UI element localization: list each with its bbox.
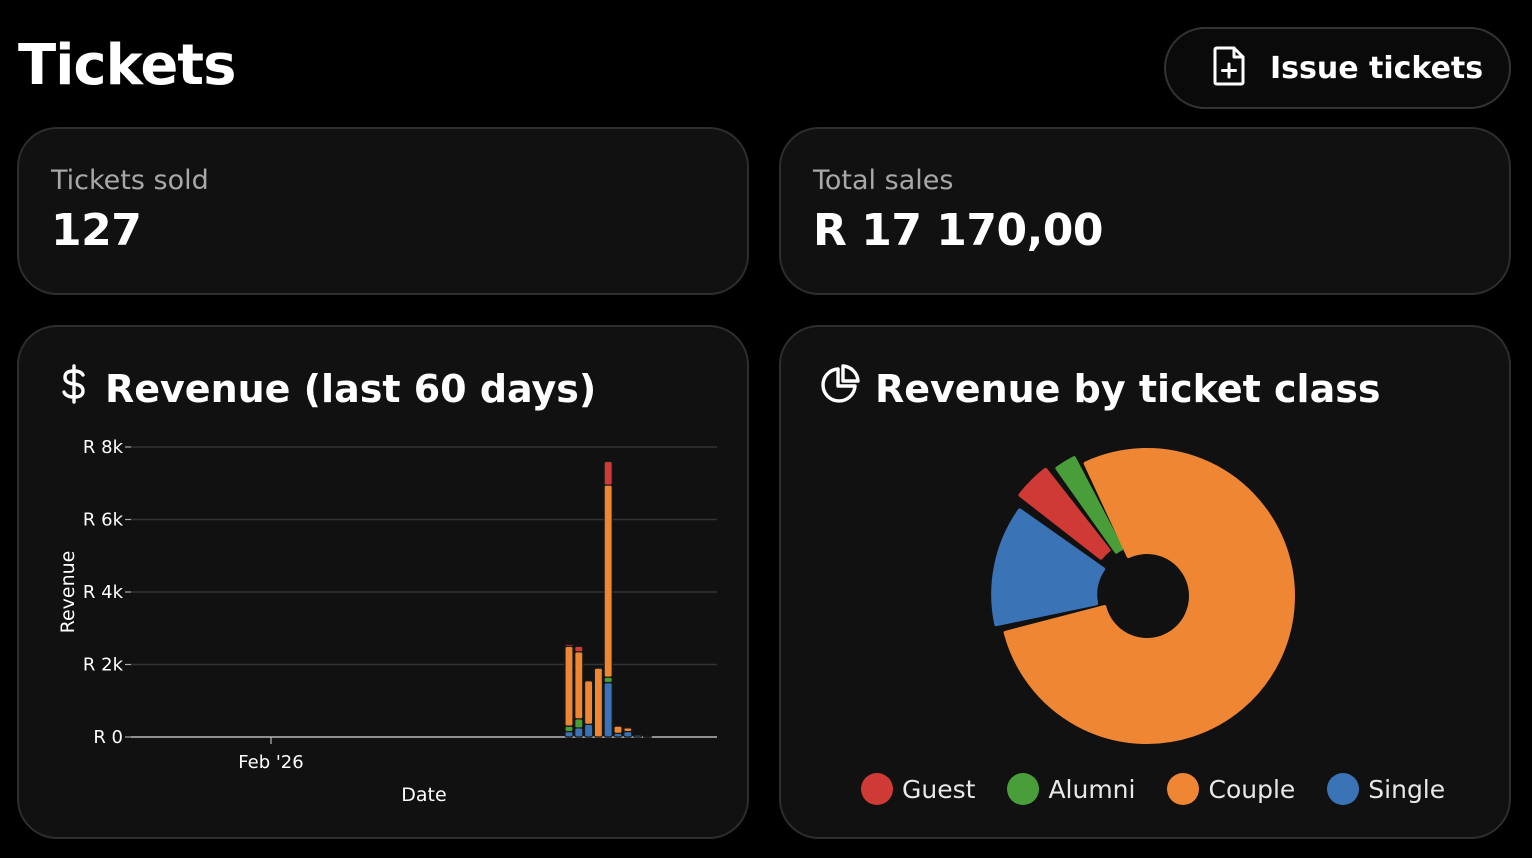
bar-segment-alumni [603, 676, 613, 684]
pie-slice-couple [1003, 448, 1295, 744]
revenue-chart-title: Revenue (last 60 days) [105, 366, 597, 411]
file-plus-icon [1212, 44, 1248, 92]
bar-segment-single [583, 723, 594, 738]
legend-swatch-couple [1167, 773, 1200, 805]
legend-swatch-alumni [1007, 773, 1040, 805]
total-sales-card: Total sales R 17 170,00 [779, 127, 1511, 295]
pie-slice-single [991, 508, 1106, 627]
issue-tickets-label: Issue tickets [1270, 50, 1484, 86]
bar-segment-single [574, 727, 584, 738]
x-axis-label: Date [401, 784, 446, 806]
tickets-sold-label: Tickets sold [51, 165, 209, 196]
legend-item-alumni[interactable]: Alumni [1007, 773, 1135, 805]
dollar-icon [57, 363, 91, 414]
legend-swatch-single [1327, 773, 1360, 805]
page-title: Tickets [18, 33, 236, 98]
total-sales-label: Total sales [813, 165, 954, 196]
bar-segment-couple [564, 645, 574, 727]
bar-segment-guest [603, 460, 613, 486]
bar-segment-single [632, 734, 643, 738]
bar-segment-couple [583, 680, 594, 725]
bar-segment-alumni [564, 725, 574, 733]
class-chart-card: Revenue by ticket class Guest Alumni Cou… [779, 325, 1511, 839]
bar-segment-couple [623, 727, 633, 733]
pie-chart-icon [819, 363, 861, 414]
pie-legend: Guest Alumni Couple Single [861, 773, 1445, 805]
legend-item-couple[interactable]: Couple [1167, 773, 1295, 805]
revenue-bar-chart: R 0 R 2k R 4k R 6k R 8k Feb '26 Date Revenue [57, 437, 717, 806]
bar-segment-couple [593, 667, 604, 738]
y-tick-label: R 6k [83, 510, 124, 531]
y-tick-label: R 0 [93, 727, 123, 748]
legend-item-guest[interactable]: Guest [861, 773, 975, 805]
bar-segment-single [603, 682, 613, 738]
legend-label-guest: Guest [902, 774, 976, 804]
y-tick-label: R 8k [83, 437, 124, 458]
legend-label-single: Single [1368, 774, 1446, 804]
pie-slice-guest [1018, 467, 1111, 560]
class-pie-chart [991, 448, 1295, 744]
bar-segment-couple [603, 484, 613, 678]
issue-tickets-button[interactable]: Issue tickets [1164, 27, 1511, 109]
y-tick-label: R 4k [83, 582, 124, 603]
bar-segment-single [564, 730, 574, 738]
bar-segment-couple [613, 725, 623, 734]
class-chart-title: Revenue by ticket class [875, 366, 1381, 411]
y-tick-label: R 2k [83, 655, 124, 676]
legend-label-couple: Couple [1208, 774, 1296, 804]
pie-slice-alumni [1055, 456, 1124, 554]
total-sales-value: R 17 170,00 [813, 205, 1104, 256]
bar-segment-single [642, 735, 653, 738]
legend-item-single[interactable]: Single [1327, 773, 1445, 805]
legend-swatch-guest [861, 773, 893, 805]
x-tick-label: Feb '26 [238, 752, 303, 773]
bar-segment-alumni [574, 718, 584, 729]
bar-segment-couple [574, 651, 584, 720]
legend-label-alumni: Alumni [1048, 774, 1136, 804]
bar-segment-guest [564, 643, 574, 647]
tickets-sold-value: 127 [51, 205, 142, 256]
y-axis-label: Revenue [57, 551, 79, 634]
tickets-sold-card: Tickets sold 127 [17, 127, 749, 295]
bar-segment-single [623, 730, 633, 738]
bar-segment-guest [574, 645, 584, 653]
